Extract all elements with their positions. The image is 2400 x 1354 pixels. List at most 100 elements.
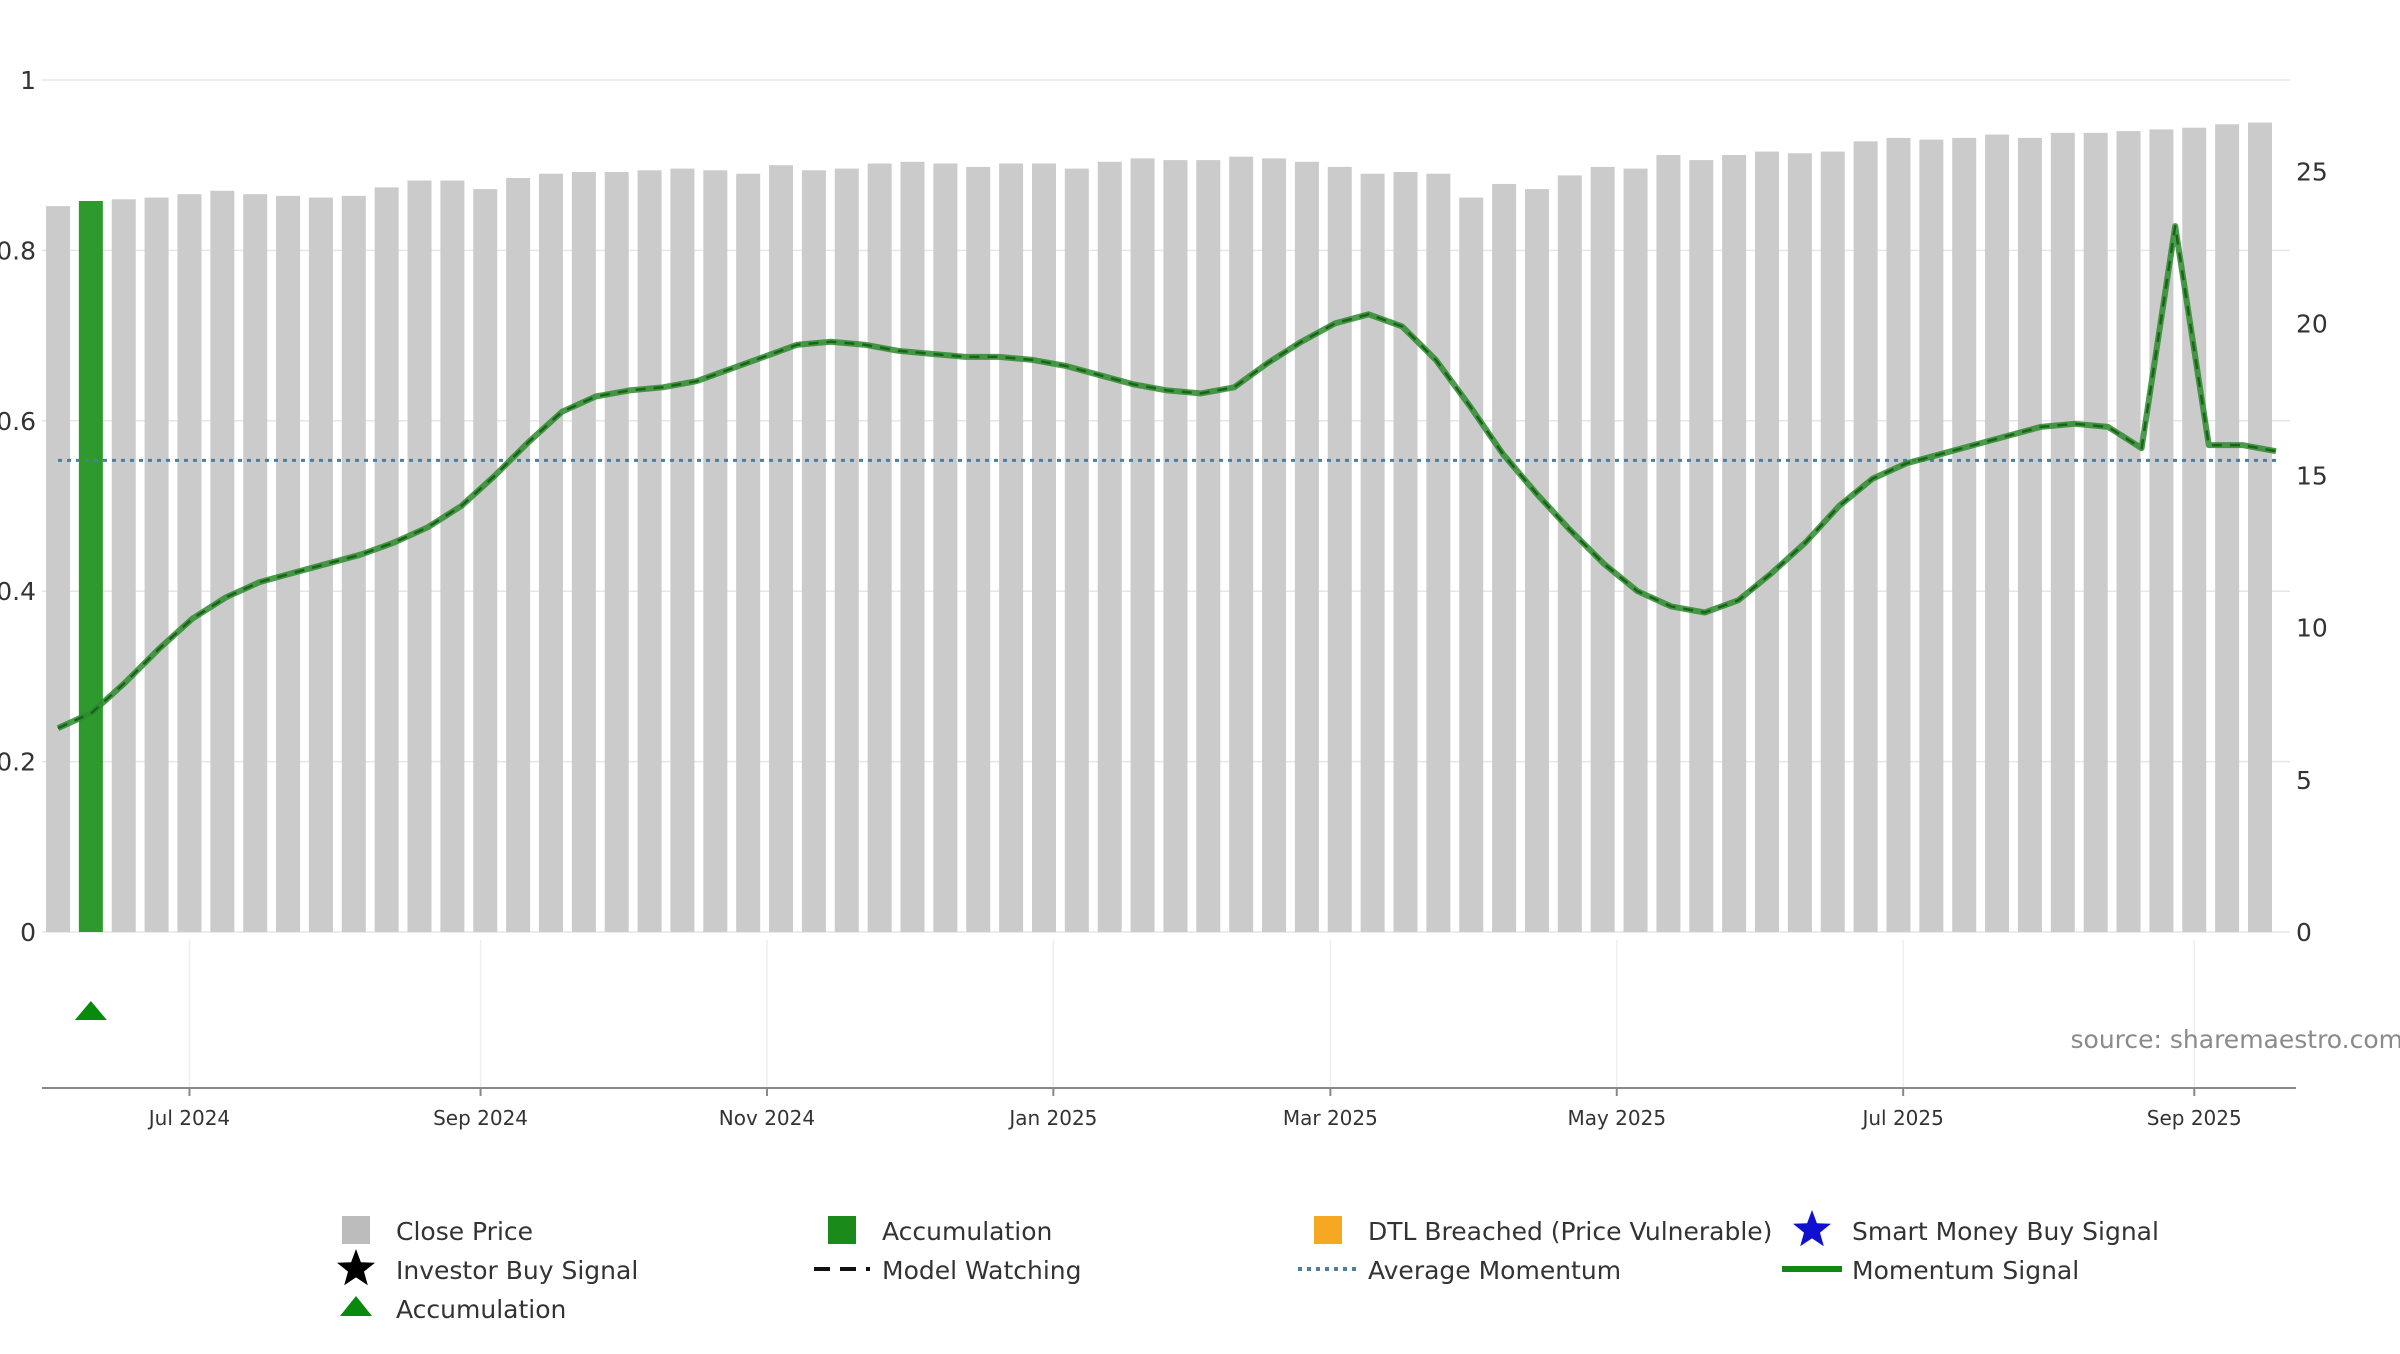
legend-label: Accumulation (396, 1295, 566, 1324)
close-price-bar (46, 206, 70, 932)
close-price-bar (1558, 175, 1582, 932)
close-price-bar (1229, 157, 1253, 932)
close-price-bar (1952, 138, 1976, 932)
accumulation-triangle-legend-icon (340, 1296, 372, 1316)
close-price-bar (1328, 167, 1352, 932)
close-price-bar (1919, 140, 1943, 932)
close-price-bars (46, 123, 2272, 932)
y2-tick-label: 15 (2296, 462, 2328, 491)
close-price-bar (1492, 184, 1516, 932)
legend-item: Accumulation (340, 1295, 566, 1324)
close-price-bar (2084, 133, 2108, 932)
close-price-bar (2018, 138, 2042, 932)
close-price-bar (1821, 152, 1845, 932)
close-price-bar (703, 170, 727, 932)
close-price-bar (375, 187, 399, 932)
y-tick-label: 0.4 (0, 577, 36, 606)
signal-markers (75, 1001, 107, 1020)
close-price-bar (243, 194, 267, 932)
legend-item: DTL Breached (Price Vulnerable) (1314, 1216, 1772, 1246)
legend: Close Price Accumulation DTL Breached (Pri… (337, 1210, 2159, 1324)
legend-item: Smart Money Buy Signal (1793, 1210, 2159, 1246)
legend-label: Momentum Signal (1852, 1256, 2079, 1285)
close-price-bar (933, 163, 957, 932)
y2-tick-label: 10 (2296, 614, 2328, 643)
y2-tick-label: 20 (2296, 309, 2328, 338)
legend-label: DTL Breached (Price Vulnerable) (1368, 1217, 1772, 1246)
y-tick-label: 0.6 (0, 407, 36, 436)
y-tick-label: 0.8 (0, 236, 36, 265)
legend-label: Close Price (396, 1217, 533, 1246)
legend-item: Close Price (342, 1216, 533, 1246)
legend-label: Model Watching (882, 1256, 1082, 1285)
close-price-bar (2215, 124, 2239, 932)
close-price-bar (408, 181, 432, 932)
close-price-bar (835, 169, 859, 932)
legend-label: Smart Money Buy Signal (1852, 1217, 2159, 1246)
close-price-bar (1131, 158, 1155, 932)
close-price-bar (1722, 155, 1746, 932)
close-price-bar (2051, 133, 2075, 932)
close-price-bar (276, 196, 300, 932)
y-tick-label: 1 (20, 66, 36, 95)
legend-item: Model Watching (814, 1256, 1082, 1285)
x-tick-label: May 2025 (1567, 1106, 1666, 1130)
close-price-bar (210, 191, 234, 932)
x-tick-label: Sep 2025 (2147, 1106, 2242, 1130)
legend-item: Momentum Signal (1782, 1256, 2079, 1285)
x-tick-label: Jan 2025 (1007, 1106, 1097, 1130)
y-tick-label: 0.2 (0, 748, 36, 777)
accumulation-legend-swatch (828, 1216, 856, 1244)
close-price-bar (1262, 158, 1286, 932)
close-price-bar (2182, 128, 2206, 932)
legend-item: Accumulation (828, 1216, 1052, 1246)
close-price-bar (736, 174, 760, 932)
y2-tick-label: 5 (2296, 766, 2312, 795)
close-price-bar (1854, 141, 1878, 932)
close-price-bar (1755, 152, 1779, 932)
close-price-bar (670, 169, 694, 932)
x-tick-label: Sep 2024 (433, 1106, 528, 1130)
close-price-bar (342, 196, 366, 932)
close-price-bar (1098, 162, 1122, 932)
close-price-bar (1295, 162, 1319, 932)
close-price-bar (1163, 160, 1187, 932)
accumulation-bar (79, 201, 103, 932)
legend-label: Accumulation (882, 1217, 1052, 1246)
y2-tick-label: 0 (2296, 918, 2312, 947)
close-price-bar (1361, 174, 1385, 932)
close-price-bar (1886, 138, 1910, 932)
close-price-bar (473, 189, 497, 932)
close-price-bar (966, 167, 990, 932)
legend-label: Average Momentum (1368, 1256, 1621, 1285)
close-price-bar (572, 172, 596, 932)
y2-tick-label: 25 (2296, 157, 2328, 186)
source-label: source: sharemaestro.com (2071, 1025, 2400, 1054)
close-price-bar (802, 170, 826, 932)
dtl-legend-swatch (1314, 1216, 1342, 1244)
close-price-bar (605, 172, 629, 932)
x-tick-label: Jul 2025 (1860, 1106, 1943, 1130)
x-tick-label: Jul 2024 (147, 1106, 230, 1130)
close-price-bar (638, 170, 662, 932)
close-price-bar (506, 178, 530, 932)
smart-money-star-icon (1793, 1210, 1831, 1246)
close-price-bar (177, 194, 201, 932)
close-price-bar (2117, 131, 2141, 932)
x-tick-label: Nov 2024 (719, 1106, 815, 1130)
close-price-bar (1591, 167, 1615, 932)
close-price-bar (440, 181, 464, 932)
legend-item: Average Momentum (1298, 1256, 1621, 1285)
close-price-legend-swatch (342, 1216, 370, 1244)
investor-star-icon (337, 1249, 375, 1285)
close-price-bar (145, 198, 169, 932)
close-price-bar (1525, 189, 1549, 932)
y-tick-label: 0 (20, 918, 36, 947)
close-price-bar (1656, 155, 1680, 932)
legend-label: Investor Buy Signal (396, 1256, 638, 1285)
close-price-bar (901, 162, 925, 932)
close-price-bar (769, 165, 793, 932)
close-price-bar (1426, 174, 1450, 932)
